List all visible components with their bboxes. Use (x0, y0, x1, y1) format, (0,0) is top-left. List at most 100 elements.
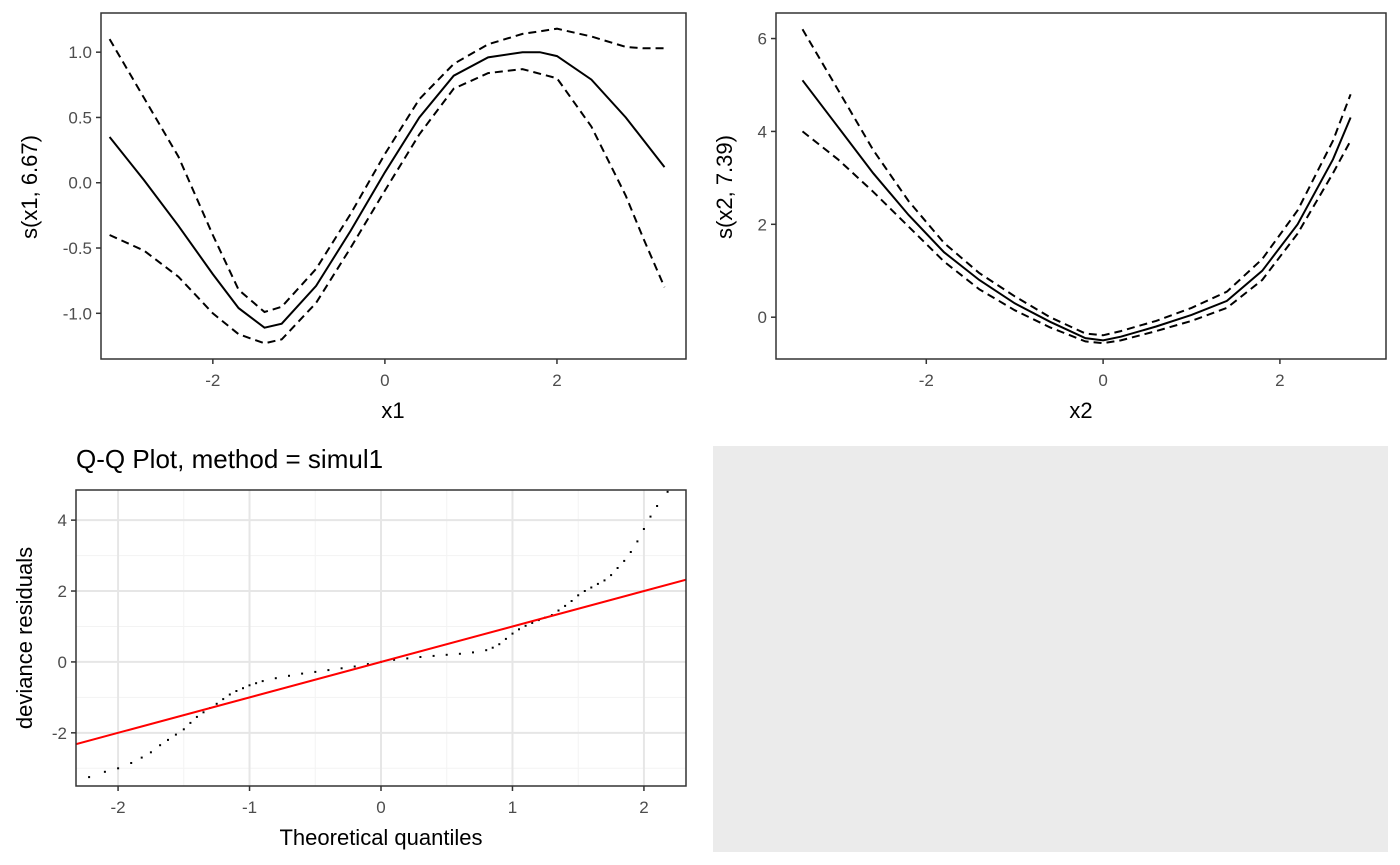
y-tick-label: -0.5 (63, 239, 92, 258)
data-point (255, 682, 258, 685)
y-tick-label: 6 (758, 30, 767, 49)
y-tick-label: -2 (52, 724, 67, 743)
data-point (261, 680, 264, 683)
plot-area (108, 27, 666, 345)
series-line-lower (801, 130, 1352, 345)
data-point (485, 649, 488, 652)
data-point (610, 574, 613, 577)
data-point (590, 586, 593, 589)
data-point (366, 663, 369, 666)
data-point (577, 594, 580, 597)
data-point (564, 604, 567, 607)
data-point (504, 637, 507, 640)
x-tick-label: 0 (376, 798, 385, 817)
data-point (666, 490, 669, 493)
series-line-fit (108, 51, 666, 329)
data-point (340, 667, 343, 670)
data-point (167, 738, 169, 741)
data-point (472, 651, 474, 654)
x-tick-label: -1 (242, 798, 257, 817)
data-point (458, 652, 461, 655)
data-point (235, 690, 238, 692)
data-point (636, 540, 639, 543)
series-line-lower (109, 68, 666, 345)
plot-area (801, 28, 1352, 345)
plot-area (76, 490, 686, 786)
data-point (531, 621, 534, 624)
data-point (445, 653, 448, 656)
x-tick-label: -2 (205, 371, 220, 390)
data-point (215, 702, 218, 705)
data-point (103, 770, 106, 773)
y-tick-label: 0 (58, 653, 67, 672)
data-point (656, 505, 659, 507)
data-point (248, 684, 251, 687)
series-line-fit (801, 79, 1352, 342)
x-tick-label: 2 (1275, 371, 1284, 390)
series-line-upper (108, 27, 665, 314)
x-tick-label: -2 (111, 798, 126, 817)
x-axis-label: x1 (381, 398, 404, 423)
panel-border (100, 12, 687, 360)
y-tick-label: 0.5 (68, 108, 92, 127)
y-axis-label: deviance residuals (12, 547, 37, 729)
y-tick-label: -1.0 (63, 304, 92, 323)
data-point (140, 756, 143, 759)
data-point (518, 628, 520, 631)
y-axis-label: s(x1, 6.67) (17, 135, 42, 239)
data-point (174, 733, 177, 736)
data-point (642, 528, 645, 530)
panel-border (775, 12, 1387, 360)
data-point (288, 674, 290, 677)
y-tick-label: 0.0 (68, 174, 92, 193)
series-line-upper (801, 28, 1352, 337)
data-point (314, 670, 317, 673)
data-point (603, 579, 606, 582)
x-axis-label: Theoretical quantiles (279, 825, 482, 850)
data-point (274, 677, 277, 680)
chart-qq-plot: Q-Q Plot, method = simul1 Theoretical qu… (12, 444, 687, 850)
x-tick-label: 2 (639, 798, 648, 817)
data-point (327, 669, 330, 672)
data-point (629, 551, 632, 553)
empty-panel (713, 446, 1388, 852)
data-point (596, 582, 599, 585)
data-point (583, 590, 586, 592)
data-point (406, 657, 409, 660)
data-point (649, 515, 652, 518)
y-tick-label: 4 (758, 122, 767, 141)
chart-smooth-x2: x2 s(x2, 7.39) -2 0 2 0 2 4 6 (712, 12, 1387, 423)
y-tick-label: 1.0 (68, 43, 92, 62)
data-point (202, 711, 205, 714)
data-point (301, 672, 304, 675)
data-point (432, 654, 435, 657)
y-tick-label: 2 (758, 215, 767, 234)
y-axis-label: s(x2, 7.39) (712, 135, 737, 239)
x-tick-label: 2 (552, 371, 561, 390)
data-point (498, 643, 501, 646)
data-point (557, 609, 560, 612)
x-axis-label: x2 (1069, 398, 1092, 423)
y-tick-label: 0 (758, 308, 767, 327)
x-tick-label: 0 (380, 371, 389, 390)
reference-line (76, 578, 686, 746)
data-point (159, 744, 162, 747)
data-point (149, 751, 152, 754)
data-point (228, 693, 231, 696)
data-point (623, 559, 626, 562)
data-point (195, 715, 198, 718)
y-tick-label: 4 (58, 511, 67, 530)
x-tick-label: 0 (1098, 371, 1107, 390)
chart-smooth-x1: x1 s(x1, 6.67) -2 0 2 -1.0 -0.5 0.0 0.5 1.0 (17, 12, 687, 423)
data-point (419, 656, 422, 658)
data-point (189, 721, 192, 724)
data-point (242, 687, 244, 690)
data-point (182, 728, 185, 731)
data-point (511, 632, 514, 635)
data-point (616, 567, 619, 569)
data-point (222, 698, 225, 701)
data-point (88, 776, 91, 779)
data-point (491, 646, 494, 649)
y-tick-label: 2 (58, 582, 67, 601)
